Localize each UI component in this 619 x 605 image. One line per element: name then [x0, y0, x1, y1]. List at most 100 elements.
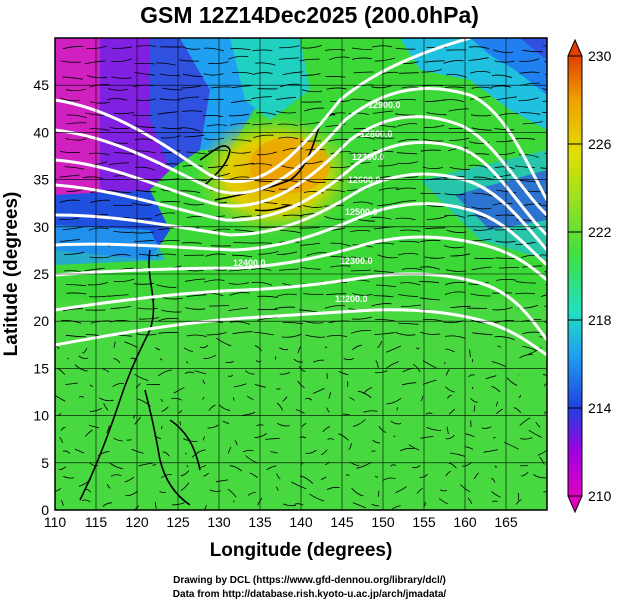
credit-drawing: Drawing by DCL (https://www.gfd-dennou.o…: [173, 575, 446, 586]
streamline: [544, 411, 547, 415]
streamline: [395, 200, 416, 204]
streamline: [234, 229, 255, 233]
streamline: [338, 371, 349, 376]
streamline: [309, 493, 325, 502]
streamline: [374, 57, 395, 62]
streamline: [89, 384, 94, 387]
streamline: [184, 134, 205, 138]
streamline: [65, 334, 87, 338]
streamline: [279, 372, 290, 375]
contour-label: 12400.0: [233, 258, 266, 268]
streamline: [303, 191, 324, 194]
streamline: [160, 149, 181, 154]
streamline: [113, 112, 134, 115]
x-axis: 110 115 120 125 130 135 140 145 150 155 160 165: [44, 514, 518, 530]
streamline: [495, 401, 499, 407]
streamline: [274, 306, 296, 309]
streamline: [305, 449, 317, 454]
streamline: [328, 391, 331, 399]
streamline: [312, 388, 325, 394]
streamline: [519, 437, 533, 440]
streamline: [276, 388, 281, 390]
streamline: [300, 140, 321, 143]
streamline: [447, 395, 452, 399]
streamline: [374, 332, 395, 336]
streamline: [543, 490, 547, 493]
streamline: [138, 317, 159, 320]
streamline: [78, 355, 89, 359]
streamline: [185, 307, 206, 310]
streamline: [350, 230, 371, 232]
colorbar-ramp: [567, 55, 583, 497]
streamline: [401, 268, 423, 271]
streamline: [350, 329, 372, 334]
streamline: [183, 438, 198, 442]
height-contours: [55, 38, 547, 357]
streamline: [162, 87, 183, 91]
streamline: [494, 60, 515, 63]
streamline: [305, 397, 313, 401]
streamline: [59, 199, 80, 203]
streamline: [82, 347, 88, 354]
streamline: [515, 227, 536, 231]
streamline: [540, 167, 547, 169]
streamline: [305, 334, 326, 338]
streamline: [472, 192, 493, 197]
streamline: [445, 348, 455, 353]
streamline: [208, 404, 216, 411]
streamline: [206, 124, 227, 127]
streamline: [231, 215, 252, 219]
streamline: [208, 61, 229, 65]
streamline: [400, 229, 421, 232]
streamline: [157, 111, 178, 115]
colorbar: 210 214 218 222 226 230: [567, 38, 612, 514]
streamline: [306, 252, 327, 256]
streamline: [469, 46, 490, 49]
streamline: [87, 282, 108, 286]
streamline: [423, 138, 444, 142]
streamline: [533, 474, 547, 479]
streamline: [254, 345, 263, 352]
streamline: [301, 44, 322, 49]
streamline: [350, 269, 371, 272]
streamline: [85, 112, 106, 116]
streamline: [58, 466, 66, 471]
streamline: [160, 398, 163, 403]
streamline: [106, 483, 111, 489]
streamline: [86, 45, 107, 50]
streamline: [322, 426, 330, 433]
streamline: [228, 282, 250, 285]
streamline: [107, 88, 129, 91]
streamline: [110, 254, 131, 257]
streamline: [110, 306, 131, 310]
streamline: [371, 85, 392, 89]
streamline: [133, 282, 155, 285]
streamline: [492, 500, 498, 503]
streamline: [229, 122, 250, 126]
streamline: [109, 462, 123, 469]
streamline: [326, 407, 330, 413]
streamline: [438, 498, 448, 505]
streamline: [330, 242, 351, 247]
streamline: [155, 62, 177, 66]
streamline: [302, 204, 323, 208]
streamline: [544, 74, 547, 75]
streamline: [89, 128, 110, 131]
streamline: [353, 71, 374, 74]
streamline: [99, 397, 114, 402]
streamline: [373, 270, 394, 273]
streamline: [161, 309, 182, 313]
streamline: [112, 382, 124, 388]
streamline: [352, 419, 366, 427]
streamline: [465, 446, 474, 450]
streamline: [465, 433, 475, 438]
streamline: [424, 125, 445, 128]
streamline: [343, 358, 355, 361]
streamline: [64, 251, 85, 255]
streamline: [377, 341, 383, 348]
streamline: [440, 489, 447, 492]
streamline: [185, 278, 206, 282]
streamline: [88, 227, 109, 231]
streamline: [470, 114, 492, 117]
streamline: [444, 291, 465, 295]
